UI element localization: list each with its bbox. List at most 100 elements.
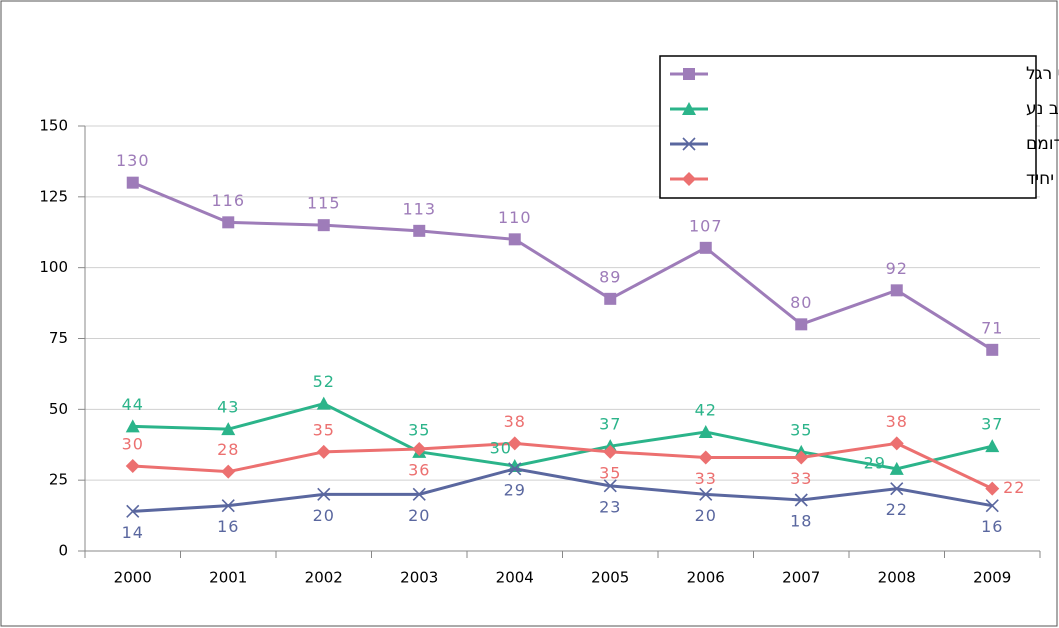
x-tick-label: 2002 (305, 569, 343, 587)
marker (316, 396, 331, 410)
data-label: 18 (790, 512, 812, 531)
marker (412, 487, 426, 501)
marker (985, 499, 999, 513)
marker (508, 462, 522, 476)
legend-label: התנגשויות ברכב ובעצם דומם (1026, 134, 1059, 154)
marker (698, 450, 713, 465)
data-label: 20 (695, 506, 717, 525)
data-label: 20 (313, 506, 335, 525)
marker (794, 493, 808, 507)
y-tick-label: 100 (39, 258, 68, 276)
data-label: 22 (886, 500, 908, 519)
marker (221, 422, 236, 436)
data-label: 33 (790, 469, 812, 488)
series-line (132, 441, 993, 491)
data-label: 89 (599, 267, 621, 286)
marker (986, 343, 999, 356)
marker (508, 233, 521, 246)
series-line (132, 181, 994, 352)
marker (985, 481, 1000, 496)
data-label: 115 (307, 194, 341, 213)
x-tick-label: 2008 (878, 569, 916, 587)
data-label: 37 (599, 415, 621, 434)
series-line (132, 402, 993, 471)
legend-label: פגיעה בהולכי רגל (1026, 64, 1059, 84)
marker (889, 461, 904, 475)
marker (126, 504, 140, 518)
x-tick-label: 2000 (114, 569, 152, 587)
marker (126, 176, 139, 189)
data-label: 33 (695, 469, 717, 488)
data-label: 16 (981, 517, 1003, 536)
data-label: 92 (886, 259, 908, 278)
data-label: 14 (122, 523, 144, 542)
marker (603, 444, 618, 459)
data-label: 71 (981, 318, 1003, 337)
data-label: 116 (211, 191, 245, 210)
marker (413, 224, 426, 237)
series-line (132, 467, 993, 513)
data-label: 37 (981, 415, 1003, 434)
marker (890, 284, 903, 297)
x-tick-label: 2005 (591, 569, 629, 587)
y-tick-label: 0 (58, 542, 68, 560)
data-label: 20 (408, 506, 430, 525)
marker (698, 425, 713, 438)
legend-box (659, 55, 1037, 199)
marker (889, 436, 904, 451)
data-label: 107 (689, 216, 723, 235)
x-tick-label: 2003 (400, 569, 438, 587)
marker (221, 464, 236, 479)
data-label: 130 (116, 151, 150, 170)
data-label: 113 (402, 199, 436, 218)
marker (682, 102, 696, 115)
data-label: 35 (599, 463, 621, 482)
x-tick-label: 2009 (973, 569, 1011, 587)
marker (699, 241, 712, 254)
y-tick-label: 25 (49, 471, 68, 489)
marker (604, 292, 617, 305)
data-label: 29 (864, 453, 886, 472)
y-tick-label: 150 (39, 117, 68, 135)
data-label: 80 (790, 293, 812, 312)
marker (317, 487, 331, 501)
marker (317, 219, 330, 232)
marker (682, 172, 696, 186)
data-label: 28 (217, 440, 239, 459)
data-label: 16 (217, 517, 239, 536)
y-tick-label: 125 (39, 187, 68, 205)
marker (316, 444, 331, 459)
data-label: 23 (599, 497, 621, 516)
marker (985, 439, 1000, 453)
data-label: 29 (504, 480, 526, 499)
marker (683, 68, 695, 80)
y-tick-label: 75 (49, 329, 68, 347)
marker (222, 216, 235, 229)
data-label: 38 (504, 412, 526, 431)
legend-label: תאונות רכב יחיד (1026, 169, 1059, 189)
x-tick-label: 2001 (209, 569, 247, 587)
data-label: 35 (408, 420, 430, 439)
marker (221, 499, 235, 513)
data-label: 36 (408, 461, 430, 480)
data-label: 110 (498, 208, 532, 227)
marker (890, 482, 904, 496)
data-label: 42 (695, 401, 717, 420)
marker (125, 419, 140, 433)
marker (682, 137, 696, 151)
marker (412, 442, 427, 456)
data-label: 30 (122, 435, 144, 454)
data-label: 22 (1003, 478, 1025, 497)
marker (699, 487, 713, 501)
data-label: 38 (886, 412, 908, 431)
marker (794, 450, 809, 465)
x-tick-label: 2007 (782, 569, 820, 587)
data-label: 52 (313, 372, 335, 391)
y-tick-label: 50 (49, 400, 68, 418)
marker (125, 459, 140, 473)
data-label: 44 (122, 395, 144, 414)
x-tick-label: 2004 (496, 569, 534, 587)
data-label: 43 (217, 398, 239, 417)
marker (795, 318, 808, 331)
